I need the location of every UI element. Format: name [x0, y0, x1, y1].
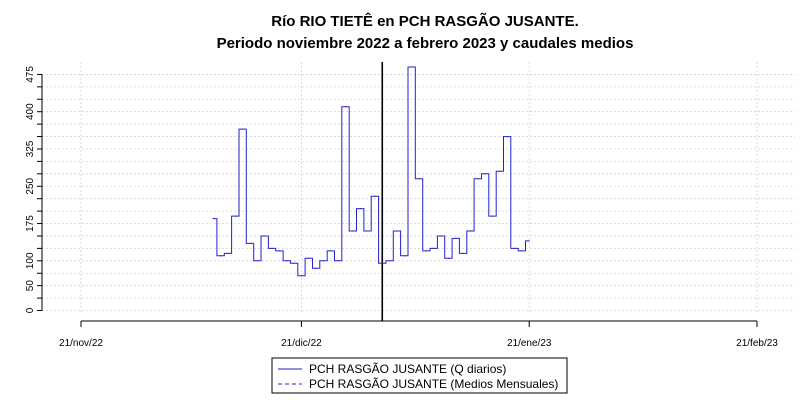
data-point — [506, 135, 508, 138]
data-point — [220, 255, 222, 257]
y-tick-label: 250 — [25, 177, 36, 194]
data-point — [293, 262, 295, 264]
y-tick-label: 100 — [25, 252, 36, 269]
data-point — [477, 178, 479, 180]
y-tick-label: 400 — [25, 103, 36, 120]
legend-label-monthly: PCH RASGÃO JUSANTE (Medios Mensuales) — [309, 377, 558, 391]
data-point — [484, 173, 486, 175]
data-point — [344, 106, 347, 108]
data-point — [242, 128, 244, 130]
data-point — [528, 240, 530, 242]
data-point — [234, 215, 236, 217]
data-point — [455, 237, 457, 240]
data-point — [212, 217, 214, 220]
data-point — [308, 257, 310, 259]
data-point — [227, 252, 229, 254]
data-point — [440, 235, 442, 237]
data-point — [469, 230, 472, 232]
x-tick-label: 21/ene/23 — [507, 338, 552, 349]
legend-box — [271, 357, 568, 394]
y-tick-label: 50 — [25, 280, 36, 292]
data-point — [521, 250, 523, 252]
data-point — [256, 260, 258, 262]
data-point — [396, 230, 398, 232]
data-point — [462, 252, 464, 254]
axes: 0 50 100 175 250 325 400 475 21/nov/22 21/dic/22 2… — [25, 66, 778, 349]
data-point — [337, 260, 339, 262]
y-tick-label: 175 — [25, 215, 36, 232]
series-layer — [212, 66, 530, 277]
legend: PCH RASGÃO JUSANTE (Q diarios) PCH RASGÃ… — [271, 357, 568, 394]
data-point — [278, 250, 280, 252]
data-point — [264, 235, 266, 237]
data-point — [286, 260, 288, 262]
data-point — [411, 66, 413, 68]
data-point — [433, 247, 435, 249]
x-tick-label: 21/dic/22 — [281, 338, 322, 349]
x-tick-label: 21/nov/22 — [59, 338, 103, 349]
data-point — [315, 267, 317, 269]
data-point — [374, 195, 376, 197]
series-line-0 — [213, 66, 530, 277]
data-point — [425, 250, 427, 252]
legend-label-daily: PCH RASGÃO JUSANTE (Q diarios) — [309, 362, 506, 376]
y-tick-label: 0 — [25, 307, 36, 313]
data-point — [330, 250, 332, 252]
y-tick-label: 325 — [25, 140, 36, 157]
data-point — [403, 255, 405, 257]
data-point — [322, 260, 325, 262]
chart-subtitle: Periodo noviembre 2022 a febrero 2023 y … — [217, 35, 634, 52]
chart-title: Río RIO TIETÊ en PCH RASGÃO JUSANTE. — [271, 12, 579, 30]
data-point — [513, 247, 516, 249]
data-point — [381, 262, 383, 264]
data-point — [499, 170, 501, 172]
data-point — [249, 242, 251, 245]
data-point — [271, 247, 273, 249]
data-point — [366, 230, 369, 232]
data-point — [491, 215, 494, 217]
data-point — [300, 275, 303, 277]
data-point — [447, 257, 449, 259]
y-tick-label: 475 — [25, 66, 36, 83]
x-tick-label: 21/feb/23 — [736, 338, 778, 349]
data-point — [352, 230, 354, 232]
data-point — [389, 260, 391, 262]
data-point — [418, 178, 420, 180]
data-point — [359, 208, 361, 210]
grid — [42, 62, 795, 313]
